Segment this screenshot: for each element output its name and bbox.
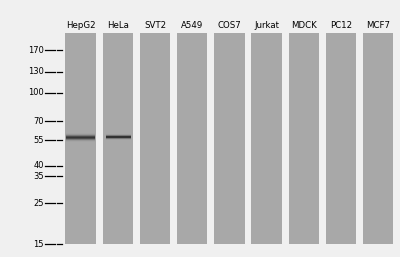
Bar <box>214 33 245 244</box>
Bar <box>102 33 133 244</box>
Text: MDCK: MDCK <box>291 21 317 30</box>
Text: A549: A549 <box>181 21 203 30</box>
Text: 100: 100 <box>28 88 44 97</box>
Text: PC12: PC12 <box>330 21 352 30</box>
Bar <box>326 33 356 244</box>
Text: 55: 55 <box>34 136 44 145</box>
Text: 35: 35 <box>33 172 44 181</box>
Text: 25: 25 <box>34 199 44 208</box>
Text: SVT2: SVT2 <box>144 21 166 30</box>
Text: 130: 130 <box>28 67 44 76</box>
Text: COS7: COS7 <box>218 21 241 30</box>
Text: Jurkat: Jurkat <box>254 21 279 30</box>
Text: 15: 15 <box>34 240 44 249</box>
Bar <box>251 33 282 244</box>
Text: MCF7: MCF7 <box>366 21 390 30</box>
Bar <box>288 33 319 244</box>
Text: HeLa: HeLa <box>107 21 129 30</box>
Bar <box>140 33 170 244</box>
Text: 70: 70 <box>33 117 44 126</box>
Text: 170: 170 <box>28 46 44 55</box>
Bar <box>65 33 96 244</box>
Bar <box>177 33 208 244</box>
Text: 40: 40 <box>34 161 44 170</box>
Bar <box>363 33 394 244</box>
Text: HepG2: HepG2 <box>66 21 96 30</box>
